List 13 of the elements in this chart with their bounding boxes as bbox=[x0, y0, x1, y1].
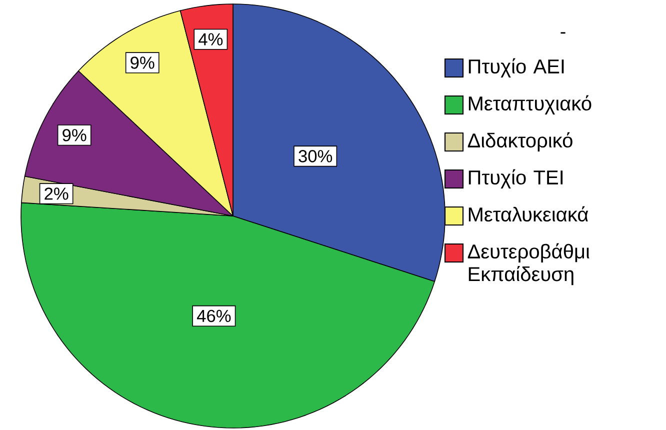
legend-label: Πτυχίο ΤΕΙ bbox=[468, 169, 563, 188]
legend-label: Μεταλυκειακά bbox=[468, 206, 588, 222]
legend-label: Διδακτορικό bbox=[468, 132, 572, 152]
legend-title: - bbox=[560, 32, 566, 34]
legend-label: Δευτεροβάθμι Εκπαίδευση bbox=[468, 243, 590, 286]
legend-label: Μεταπτυχιακό bbox=[468, 95, 592, 114]
data-label: 9% bbox=[130, 56, 154, 69]
data-label: 4% bbox=[198, 33, 223, 46]
data-label: 9% bbox=[62, 129, 86, 142]
data-label: 46% bbox=[196, 310, 231, 322]
legend-label: Πτυχίο ΑΕΙ bbox=[468, 58, 564, 78]
data-label: 30% bbox=[298, 150, 332, 162]
data-label: 2% bbox=[44, 188, 68, 200]
